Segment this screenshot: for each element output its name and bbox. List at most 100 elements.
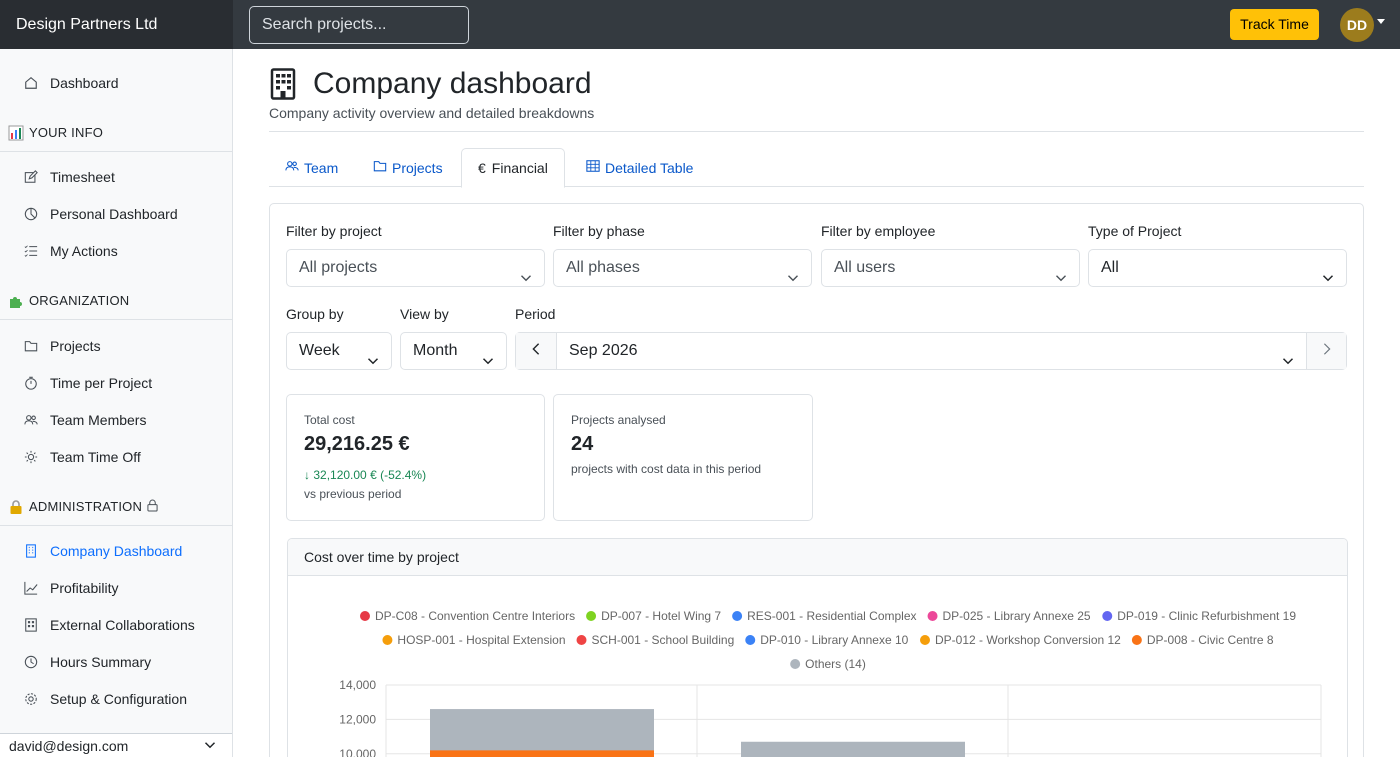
sidebar: Dashboard YOUR INFO Timesheet Personal D…: [0, 49, 233, 757]
filter-project-select[interactable]: All projects: [286, 249, 545, 287]
section-label: ADMINISTRATION: [29, 499, 143, 514]
legend-label: SCH-001 - School Building: [592, 633, 735, 647]
legend-label: DP-007 - Hotel Wing 7: [601, 609, 721, 623]
bar-chart-emoji-icon: [8, 125, 24, 141]
sidebar-item-my-actions[interactable]: My Actions: [0, 232, 232, 269]
user-email: david@design.com: [9, 738, 129, 754]
legend-label: HOSP-001 - Hospital Extension: [397, 633, 565, 647]
graph-up-icon: [24, 581, 38, 595]
caret-down-icon[interactable]: [1377, 19, 1385, 24]
section-organization: ORGANIZATION: [0, 282, 232, 320]
user-email-select[interactable]: david@design.com: [0, 733, 232, 757]
kpi-label: Total cost: [304, 413, 355, 427]
chevron-down-icon: [1282, 345, 1294, 381]
tab-detailed-table[interactable]: Detailed Table: [570, 148, 709, 187]
legend-swatch: [732, 611, 743, 621]
chevron-left-icon: [530, 342, 542, 361]
chevron-down-icon: [1322, 262, 1334, 298]
brand-name[interactable]: Design Partners Ltd: [0, 0, 233, 49]
chevron-down-icon: [520, 262, 532, 298]
section-label: YOUR INFO: [29, 125, 104, 140]
tab-financial[interactable]: € Financial: [461, 148, 565, 188]
building-icon: [24, 543, 38, 558]
period-next-button[interactable]: [1306, 333, 1346, 369]
filter-type-select[interactable]: All: [1088, 249, 1347, 287]
sidebar-item-setup[interactable]: Setup & Configuration: [0, 680, 232, 717]
arrow-down-icon: ↓: [304, 468, 310, 482]
select-value: All phases: [566, 259, 640, 276]
page-title-text: Company dashboard: [313, 67, 592, 100]
filter-phase-label: Filter by phase: [553, 223, 645, 239]
chevron-down-icon: [1055, 262, 1067, 298]
chevron-down-icon: [367, 345, 379, 381]
period-prev-button[interactable]: [516, 333, 557, 369]
sidebar-item-profitability[interactable]: Profitability: [0, 569, 232, 606]
cost-over-time-chart: DP-C08 - Convention Centre Interiors DP-0…: [339, 609, 1322, 757]
chevron-down-icon: [204, 734, 216, 757]
tab-team[interactable]: Team: [269, 148, 354, 187]
sidebar-item-dashboard[interactable]: Dashboard: [0, 64, 232, 101]
view-by-select[interactable]: Month: [400, 332, 507, 370]
sidebar-item-timesheet[interactable]: Timesheet: [0, 158, 232, 195]
bar-segment-civic-centre: [430, 750, 654, 757]
filter-employee-select[interactable]: All users: [821, 249, 1080, 287]
period-label: Period: [515, 306, 556, 322]
sidebar-item-label: Personal Dashboard: [50, 205, 178, 222]
select-value: All: [1101, 259, 1119, 276]
filter-phase-select[interactable]: All phases: [553, 249, 812, 287]
sidebar-item-label: Time per Project: [50, 374, 153, 391]
select-value: Month: [413, 342, 458, 359]
chevron-right-icon: [1321, 342, 1333, 361]
period-picker: Sep 2026: [515, 332, 1347, 370]
building-grid-icon: [24, 617, 38, 632]
kpi-sub: projects with cost data in this period: [571, 462, 762, 476]
sidebar-item-label: Timesheet: [50, 168, 115, 185]
select-value: All users: [834, 259, 896, 276]
kpi-delta-text: 32,120.00 € (-52.4%): [313, 468, 427, 482]
legend-label: DP-C08 - Convention Centre Interiors: [375, 609, 575, 623]
sidebar-item-label: My Actions: [50, 242, 118, 259]
y-tick-label: 12,000: [339, 712, 376, 726]
tab-projects[interactable]: Projects: [357, 148, 459, 187]
sidebar-item-label: Setup & Configuration: [50, 690, 187, 707]
kpi-projects-analysed: Projects analysed 24 projects with cost …: [553, 394, 813, 521]
legend-swatch: [382, 635, 393, 645]
sidebar-item-projects[interactable]: Projects: [0, 327, 232, 364]
group-by-label: Group by: [286, 306, 344, 322]
pie-chart-icon: [24, 207, 38, 221]
sidebar-item-company-dashboard[interactable]: Company Dashboard: [0, 532, 232, 569]
building-icon: [269, 68, 297, 100]
search-input[interactable]: Search projects...: [249, 6, 469, 44]
chevron-down-icon: [787, 262, 799, 298]
tab-label: Projects: [392, 159, 443, 176]
lock-emoji-icon: [8, 499, 24, 515]
sidebar-item-external-collaborations[interactable]: External Collaborations: [0, 606, 232, 643]
kpi-sub: vs previous period: [304, 487, 402, 501]
financial-card: Filter by project All projects Filter by…: [269, 203, 1364, 757]
legend-swatch: [919, 635, 930, 645]
sidebar-item-personal-dashboard[interactable]: Personal Dashboard: [0, 195, 232, 232]
sidebar-item-team-time-off[interactable]: Team Time Off: [0, 438, 232, 475]
kpi-total-cost: Total cost 29,216.25 € ↓ 32,120.00 € (-5…: [286, 394, 545, 521]
sidebar-item-label: Team Members: [50, 411, 147, 428]
sidebar-item-label: Projects: [50, 337, 101, 354]
legend-label: DP-010 - Library Annexe 10: [760, 633, 908, 647]
group-by-select[interactable]: Week: [286, 332, 392, 370]
sidebar-item-time-per-project[interactable]: Time per Project: [0, 364, 232, 401]
sidebar-item-team-members[interactable]: Team Members: [0, 401, 232, 438]
folder-icon: [373, 159, 392, 176]
sun-icon: [24, 450, 38, 464]
legend-label: DP-012 - Workshop Conversion 12: [935, 633, 1121, 647]
period-select[interactable]: Sep 2026: [557, 333, 1306, 369]
section-label: ORGANIZATION: [29, 293, 130, 308]
euro-icon: €: [478, 160, 486, 176]
pencil-square-icon: [24, 169, 38, 184]
legend-swatch: [790, 659, 801, 669]
people-icon: [285, 159, 304, 176]
legend-swatch: [745, 635, 756, 645]
legend-swatch: [1102, 611, 1113, 621]
bar-segment-others: [741, 741, 965, 757]
track-time-button[interactable]: Track Time: [1230, 9, 1319, 40]
sidebar-item-hours-summary[interactable]: Hours Summary: [0, 643, 232, 680]
avatar[interactable]: DD: [1340, 8, 1374, 42]
